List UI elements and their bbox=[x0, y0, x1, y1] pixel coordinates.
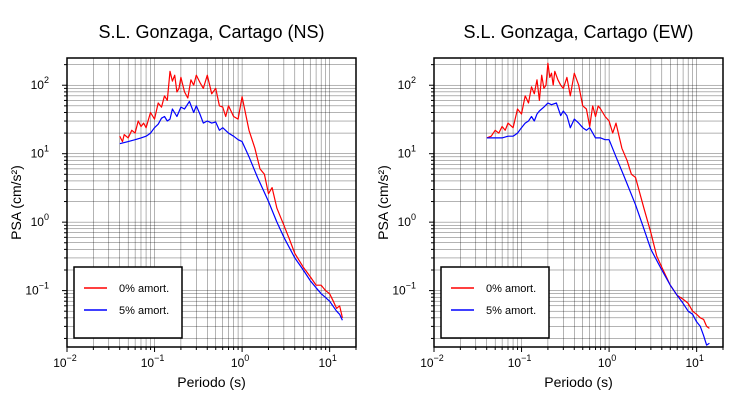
x-axis-label: Periodo (s) bbox=[177, 374, 245, 390]
legend: 0% amort. 5% amort. bbox=[440, 266, 550, 339]
chart-panel-ns: 10−2 10−1 100 101 10−1 100 101 102 S.L. Gonzaga,… bbox=[8, 22, 357, 390]
series-line-amort-0 bbox=[486, 62, 710, 329]
chart-title: S.L. Gonzaga, Cartago (EW) bbox=[463, 22, 693, 42]
x-tick-label: 101 bbox=[685, 353, 703, 370]
x-tick-label: 10−1 bbox=[508, 353, 532, 370]
y-tick-label: 102 bbox=[398, 75, 416, 92]
grid bbox=[67, 58, 356, 347]
legend-label: 5% amort. bbox=[486, 305, 536, 317]
legend-label: 0% amort. bbox=[119, 283, 169, 295]
x-tick-label: 100 bbox=[598, 353, 616, 370]
series-line-amort-5 bbox=[119, 100, 343, 321]
series-line-amort-5 bbox=[486, 102, 710, 346]
legend-label: 0% amort. bbox=[486, 283, 536, 295]
legend-label: 5% amort. bbox=[119, 305, 169, 317]
legend-box bbox=[73, 266, 183, 339]
legend: 0% amort. 5% amort. bbox=[73, 266, 183, 339]
x-tick-label: 101 bbox=[318, 353, 336, 370]
x-tick-label: 100 bbox=[231, 353, 249, 370]
y-tick-label: 10−1 bbox=[392, 281, 416, 298]
chart-panel-ew: 10−2 10−1 100 101 10−1 100 101 102 S.L. Gonzaga,… bbox=[375, 22, 724, 390]
y-axis-label: PSA (cm/s²) bbox=[375, 165, 391, 240]
x-axis-label: Periodo (s) bbox=[544, 374, 612, 390]
x-tick-label: 10−1 bbox=[141, 353, 165, 370]
legend-box bbox=[440, 266, 550, 339]
y-tick-label: 10−1 bbox=[25, 281, 49, 298]
y-tick-label: 100 bbox=[31, 212, 49, 229]
y-tick-label: 101 bbox=[31, 144, 49, 161]
y-tick-label: 100 bbox=[398, 212, 416, 229]
series-line-amort-0 bbox=[119, 70, 343, 318]
plot-frame bbox=[433, 57, 724, 348]
x-tick-label: 10−2 bbox=[53, 353, 77, 370]
y-tick-label: 101 bbox=[398, 144, 416, 161]
plot-frame bbox=[66, 57, 357, 348]
y-tick-label: 102 bbox=[31, 75, 49, 92]
x-tick-label: 10−2 bbox=[420, 353, 444, 370]
y-axis-label: PSA (cm/s²) bbox=[8, 165, 24, 240]
chart-title: S.L. Gonzaga, Cartago (NS) bbox=[98, 22, 324, 42]
